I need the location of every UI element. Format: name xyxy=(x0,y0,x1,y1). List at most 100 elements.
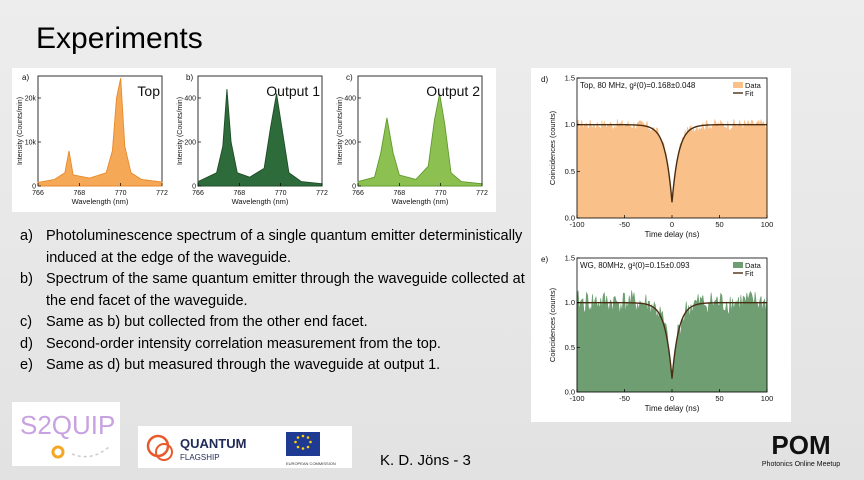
y-tick-label: 0.0 xyxy=(565,388,575,397)
item-text: Spectrum of the same quantum emitter thr… xyxy=(46,271,525,309)
s2quip-logo-text: S2QUIP xyxy=(20,410,115,440)
slide-title: Experiments xyxy=(36,22,203,55)
y-tick-label: 1.0 xyxy=(565,298,575,307)
y-axis-label: Coincidences (counts) xyxy=(548,110,557,185)
y-tick-label: 0.5 xyxy=(565,343,575,352)
panel-letter: c) xyxy=(346,73,353,82)
x-tick-label: 768 xyxy=(73,190,85,197)
list-item: a) Photoluminescence spectrum of a single… xyxy=(20,226,540,269)
legend-swatch-data xyxy=(733,82,743,88)
panel-label: Output 1 xyxy=(266,83,320,99)
y-tick-label: 200 xyxy=(184,140,196,147)
y-tick-label: 1.5 xyxy=(565,254,575,263)
x-tick-label: 770 xyxy=(275,190,287,197)
x-tick-label: -100 xyxy=(569,394,584,403)
legend-label-data: Data xyxy=(745,261,762,270)
x-axis-label: Time delay (ns) xyxy=(645,404,700,413)
item-text: Same as b) but collected from the other … xyxy=(46,314,368,330)
x-tick-label: 770 xyxy=(115,190,127,197)
x-axis-label: Time delay (ns) xyxy=(645,230,700,239)
data-area xyxy=(576,118,768,219)
x-tick-label: 766 xyxy=(32,190,44,197)
x-tick-label: 766 xyxy=(192,190,204,197)
item-text: Second-order intensity correlation measu… xyxy=(46,335,441,352)
item-label: b) xyxy=(20,271,33,287)
flagship-text: FLAGSHIP xyxy=(180,453,220,462)
pom-text: POM xyxy=(771,430,830,460)
correlation-panel-top: -100 -50 0 50 100 0.0 0.5 1.0 1.5 Time delay (ns)… xyxy=(531,68,791,248)
y-tick-label: 400 xyxy=(184,96,196,103)
x-tick-label: 768 xyxy=(233,190,245,197)
pom-subtext: Photonics Online Meetup xyxy=(762,461,840,468)
x-axis-label: Wavelength (nm) xyxy=(392,197,449,206)
x-tick-label: -50 xyxy=(619,394,630,403)
x-tick-label: 50 xyxy=(715,394,723,403)
x-tick-label: 766 xyxy=(352,190,364,197)
s2quip-logo: S2QUIP xyxy=(12,402,120,466)
x-tick-label: 768 xyxy=(393,190,405,197)
x-axis-label: Wavelength (nm) xyxy=(72,197,129,206)
x-tick-label: 100 xyxy=(761,220,774,229)
description-list: a) Photoluminescence spectrum of a single… xyxy=(20,226,540,377)
correlation-chart-e: -100 -50 0 50 100 0.0 0.5 1.0 1.5 Time delay (ns)… xyxy=(541,254,773,414)
y-tick-label: 1.0 xyxy=(565,120,575,129)
pom-logo: POM Photonics Online Meetup xyxy=(752,428,850,472)
x-tick-label: 770 xyxy=(435,190,447,197)
y-tick-label: 0 xyxy=(352,184,356,191)
chart-annotation: Top, 80 MHz, g²(0)=0.168±0.048 xyxy=(580,81,696,90)
legend-label-fit: Fit xyxy=(745,89,754,98)
y-tick-label: 1.5 xyxy=(565,74,575,83)
chart-annotation: WG, 80MHz, g²(0)=0.15±0.093 xyxy=(580,261,690,270)
spectra-panel: 766 768 770 772 0 10k 20k Wavelength (nm) Intens… xyxy=(12,68,496,212)
x-tick-label: 0 xyxy=(670,394,674,403)
spectra-charts: 766 768 770 772 0 10k 20k Wavelength (nm) Intens… xyxy=(17,73,488,206)
item-label: e) xyxy=(20,357,33,373)
legend-swatch-data xyxy=(733,262,743,268)
x-tick-label: 772 xyxy=(316,190,328,197)
x-axis-label: Wavelength (nm) xyxy=(232,197,289,206)
list-item: c) Same as b) but collected from the othe… xyxy=(20,312,540,334)
fit-line xyxy=(577,301,767,379)
x-tick-label: -100 xyxy=(569,220,584,229)
panel-label: Top xyxy=(137,83,160,99)
quantum-text: QUANTUM xyxy=(180,436,246,451)
y-axis-label: Coincidences (counts) xyxy=(548,287,557,362)
legend-label-fit: Fit xyxy=(745,269,754,278)
panel-letter: b) xyxy=(186,73,193,82)
x-tick-label: 50 xyxy=(715,220,723,229)
y-tick-label: 20k xyxy=(25,96,37,103)
y-axis-label: Intensity (Counts/min) xyxy=(177,97,184,165)
panel-label: Output 2 xyxy=(426,83,480,99)
y-tick-label: 0.0 xyxy=(565,214,575,223)
y-tick-label: 10k xyxy=(25,140,37,147)
y-tick-label: 400 xyxy=(344,96,356,103)
y-tick-label: 0 xyxy=(32,184,36,191)
eu-text: EUROPEAN COMMISSION xyxy=(286,461,336,466)
fit-line xyxy=(577,123,767,203)
spectrum-area xyxy=(37,78,163,187)
x-tick-label: 0 xyxy=(670,220,674,229)
legend-label-data: Data xyxy=(745,81,762,90)
correlation-chart-d: -100 -50 0 50 100 0.0 0.5 1.0 1.5 Time delay (ns)… xyxy=(541,74,774,240)
y-axis-label: Intensity (Counts/min) xyxy=(337,97,344,165)
spectrum-area xyxy=(197,89,323,187)
item-text: Photoluminescence spectrum of a single q… xyxy=(46,228,523,266)
y-tick-label: 0.5 xyxy=(565,167,575,176)
item-label: d) xyxy=(20,335,33,352)
x-tick-label: 772 xyxy=(156,190,168,197)
y-tick-label: 200 xyxy=(344,140,356,147)
x-tick-label: -50 xyxy=(619,220,630,229)
x-tick-label: 772 xyxy=(476,190,488,197)
quantum-flagship-logo: QUANTUM FLAGSHIP EUROPEAN COMMISSION xyxy=(138,426,352,468)
panel-letter: a) xyxy=(22,73,29,82)
list-item: e) Same as d) but measured through the wa… xyxy=(20,355,540,377)
panel-letter: d) xyxy=(541,75,548,84)
y-axis-label: Intensity (Counts/min) xyxy=(17,97,24,165)
spectrum-area xyxy=(357,93,483,187)
correlation-panel-wg: -100 -50 0 50 100 0.0 0.5 1.0 1.5 Time delay (ns)… xyxy=(531,248,791,422)
footer-author: K. D. Jöns - 3 xyxy=(380,452,471,469)
list-item: b) Spectrum of the same quantum emitter t… xyxy=(20,269,540,312)
item-text: Same as d) but measured through the wave… xyxy=(46,357,441,373)
y-tick-label: 0 xyxy=(192,184,196,191)
list-item: d) Second-order intensity correlation mea… xyxy=(20,334,540,356)
